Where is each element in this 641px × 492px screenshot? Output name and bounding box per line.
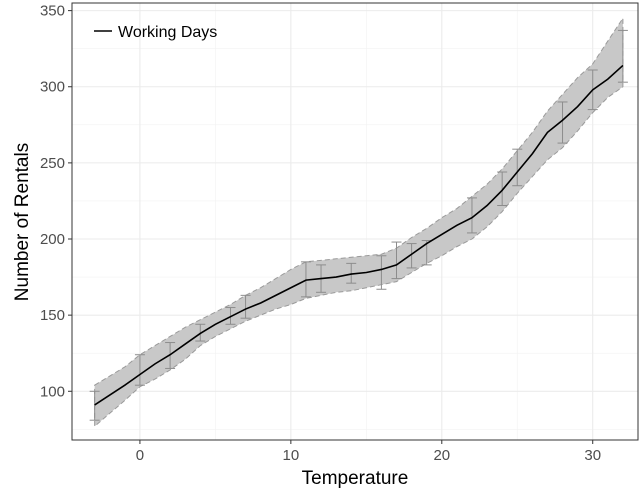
error-bar	[89, 390, 100, 421]
y-tick-label: 200	[40, 231, 65, 248]
error-bar	[557, 101, 568, 144]
legend-label: Working Days	[118, 24, 217, 41]
series-lines	[94, 64, 624, 406]
y-tick-label: 300	[40, 79, 65, 96]
y-tick-label: 100	[40, 383, 65, 400]
error-bar	[497, 171, 508, 207]
y-axis-title: Number of Rentals	[12, 143, 33, 301]
y-tick-label: 150	[40, 307, 65, 324]
axis-ticks: 0 10 20 30 100 150 200 250 300 350	[40, 3, 601, 464]
grid-lines	[72, 3, 638, 440]
error-bar	[421, 240, 432, 266]
error-bar	[376, 255, 387, 290]
error-bar	[134, 354, 145, 386]
y-tick-label: 350	[40, 3, 65, 20]
y-tick-label: 250	[40, 155, 65, 172]
legend: Working Days	[94, 24, 217, 41]
x-axis-title: Temperature	[302, 468, 409, 489]
x-tick-label: 30	[584, 447, 601, 464]
x-tick-label: 0	[136, 447, 144, 464]
panel-border	[71, 2, 639, 441]
error-bar	[466, 197, 477, 234]
x-tick-label: 20	[433, 447, 450, 464]
error-bar	[512, 148, 523, 187]
x-tick-label: 10	[283, 447, 300, 464]
error-bar	[617, 29, 628, 83]
error-bar	[391, 241, 402, 280]
error-bar	[406, 243, 417, 269]
series-line-working-days	[94, 64, 624, 406]
error-bar	[240, 294, 251, 319]
